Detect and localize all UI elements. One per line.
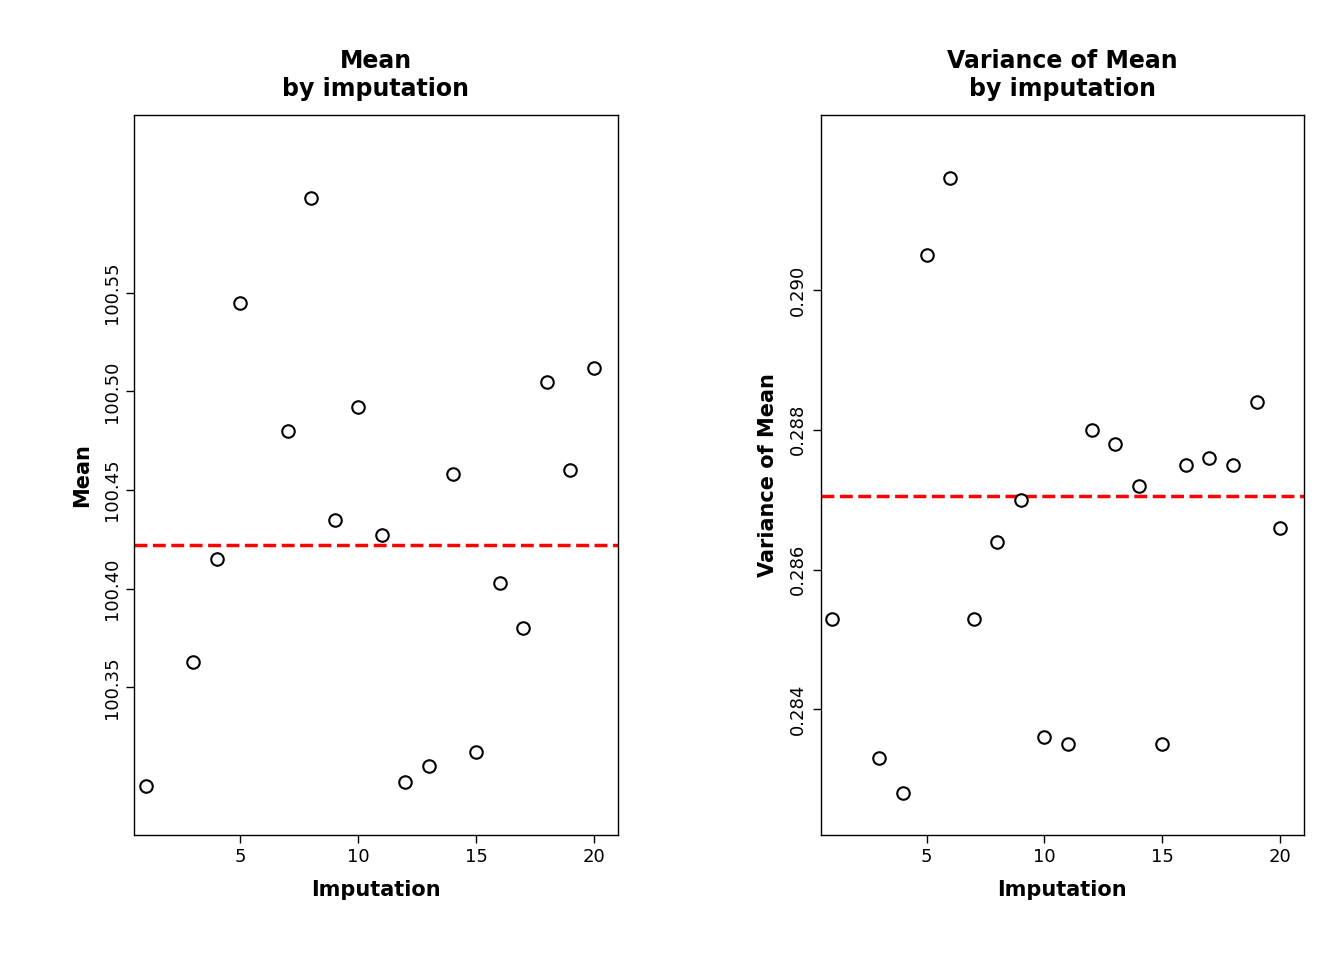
Y-axis label: Mean: Mean xyxy=(73,444,93,507)
X-axis label: Imputation: Imputation xyxy=(312,880,441,900)
Title: Mean
by imputation: Mean by imputation xyxy=(282,49,469,101)
X-axis label: Imputation: Imputation xyxy=(997,880,1126,900)
Y-axis label: Variance of Mean: Variance of Mean xyxy=(758,373,778,577)
Title: Variance of Mean
by imputation: Variance of Mean by imputation xyxy=(946,49,1177,101)
